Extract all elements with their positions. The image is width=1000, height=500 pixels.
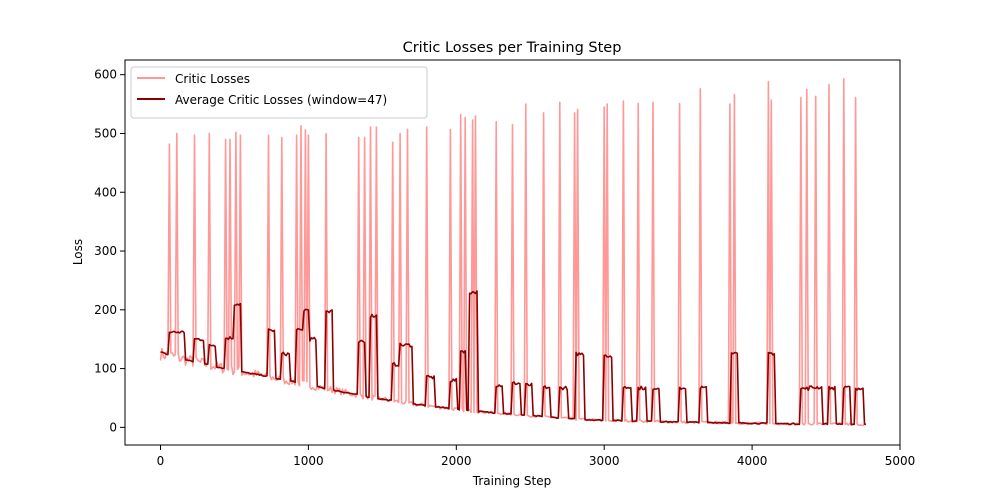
chart-title: Critic Losses per Training Step: [403, 40, 622, 56]
legend-box: [130, 66, 428, 119]
legend-label-critic-losses: Critic Losses: [175, 72, 250, 86]
x-tick-label: 3000: [589, 454, 620, 468]
y-tick-label: 100: [94, 362, 117, 376]
y-tick-label: 200: [94, 303, 117, 317]
x-tick-label: 0: [157, 454, 165, 468]
y-tick-label: 300: [94, 244, 117, 258]
y-tick-label: 400: [94, 185, 117, 199]
x-tick-label: 1000: [293, 454, 324, 468]
legend: Critic Losses Average Critic Losses (win…: [130, 66, 428, 119]
y-tick-label: 500: [94, 126, 117, 140]
y-tick-label: 0: [109, 420, 117, 434]
x-axis-label: Training Step: [472, 474, 552, 488]
x-tick-label: 4000: [737, 454, 768, 468]
legend-label-average-critic-losses: Average Critic Losses (window=47): [175, 93, 387, 107]
x-tick-label: 5000: [885, 454, 916, 468]
plot-frame: [124, 59, 901, 446]
series-layer: [159, 78, 867, 427]
x-tick-label: 2000: [441, 454, 472, 468]
y-tick-label: 600: [94, 68, 117, 82]
axes: 0 1000 2000 3000 4000 5000 0 100 200 300 400 500 600: [94, 68, 915, 468]
y-axis-label: Loss: [71, 239, 85, 265]
series-average-critic-losses: [160, 290, 867, 426]
